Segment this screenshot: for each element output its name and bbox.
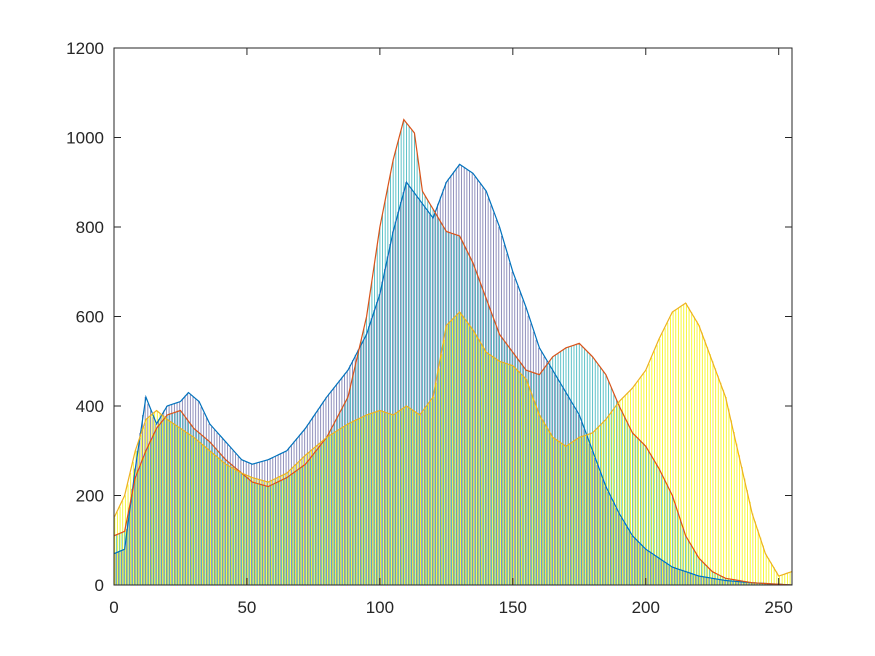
- x-tick-label: 250: [765, 598, 793, 617]
- y-tick-label: 0: [95, 576, 104, 595]
- x-tick-label: 50: [237, 598, 256, 617]
- series-2-bins: [114, 119, 790, 585]
- x-tick-label: 200: [632, 598, 660, 617]
- series-1-bins: [115, 164, 790, 585]
- y-tick-label: 1000: [66, 129, 104, 148]
- x-tick-label: 0: [109, 598, 118, 617]
- y-tick-label: 1200: [66, 39, 104, 58]
- series-1-line: [114, 163, 792, 585]
- x-tick-label: 150: [499, 598, 527, 617]
- axes: 0 50 100 150 200 250 0 200 400 600 800 1000 1200: [66, 39, 793, 617]
- y-tick-label: 200: [76, 487, 104, 506]
- x-tick-label: 100: [366, 598, 394, 617]
- series-2-line: [114, 118, 792, 585]
- plot-area: [114, 118, 792, 585]
- series-3-line: [114, 302, 792, 577]
- y-tick-label: 600: [76, 308, 104, 327]
- y-tick-label: 800: [76, 218, 104, 237]
- y-tick-label: 400: [76, 397, 104, 416]
- series-3-bins: [114, 303, 791, 585]
- series-group: [114, 118, 792, 585]
